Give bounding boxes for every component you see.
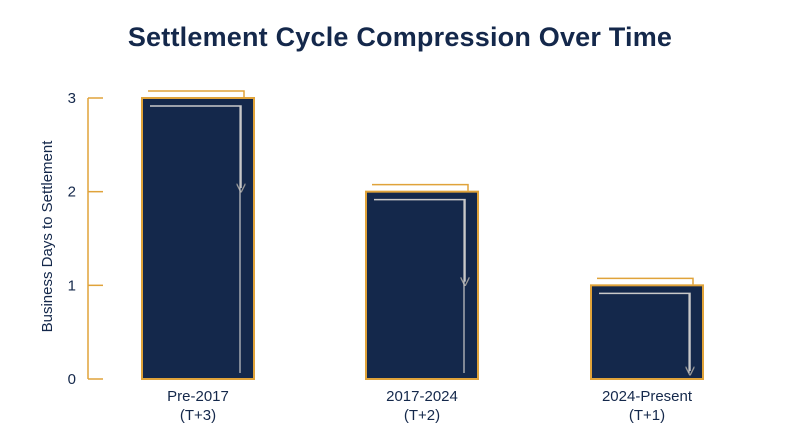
y-tick-label-3: 3 — [68, 90, 76, 107]
x-category-label-1-1: (T+2) — [404, 407, 440, 424]
bar-inner-line-0 — [150, 105, 241, 188]
bar-accent-bracket-1 — [372, 183, 469, 191]
y-tick-label-0: 0 — [68, 371, 76, 388]
bar-inner-line-1 — [374, 198, 465, 282]
x-category-label-1-0: 2017-2024 — [386, 388, 458, 405]
bar-inner-line-2 — [599, 292, 690, 371]
bar-2 — [590, 284, 704, 381]
x-category-label-2-0: 2024-Present — [602, 388, 693, 405]
bar-accent-bracket-2 — [597, 277, 694, 285]
x-category-label-2-1: (T+1) — [629, 407, 665, 424]
x-category-label-0-1: (T+3) — [180, 407, 216, 424]
bar-0 — [141, 97, 255, 380]
bar-accent-bracket-0 — [148, 90, 245, 97]
y-tick-label-2: 2 — [68, 184, 76, 201]
y-axis-title: Business Days to Settlement — [39, 140, 56, 333]
chart-title: Settlement Cycle Compression Over Time — [127, 22, 673, 52]
y-tick-label-1: 1 — [68, 277, 76, 294]
x-category-label-0-0: Pre-2017 — [167, 388, 229, 405]
bar-1 — [365, 190, 479, 380]
